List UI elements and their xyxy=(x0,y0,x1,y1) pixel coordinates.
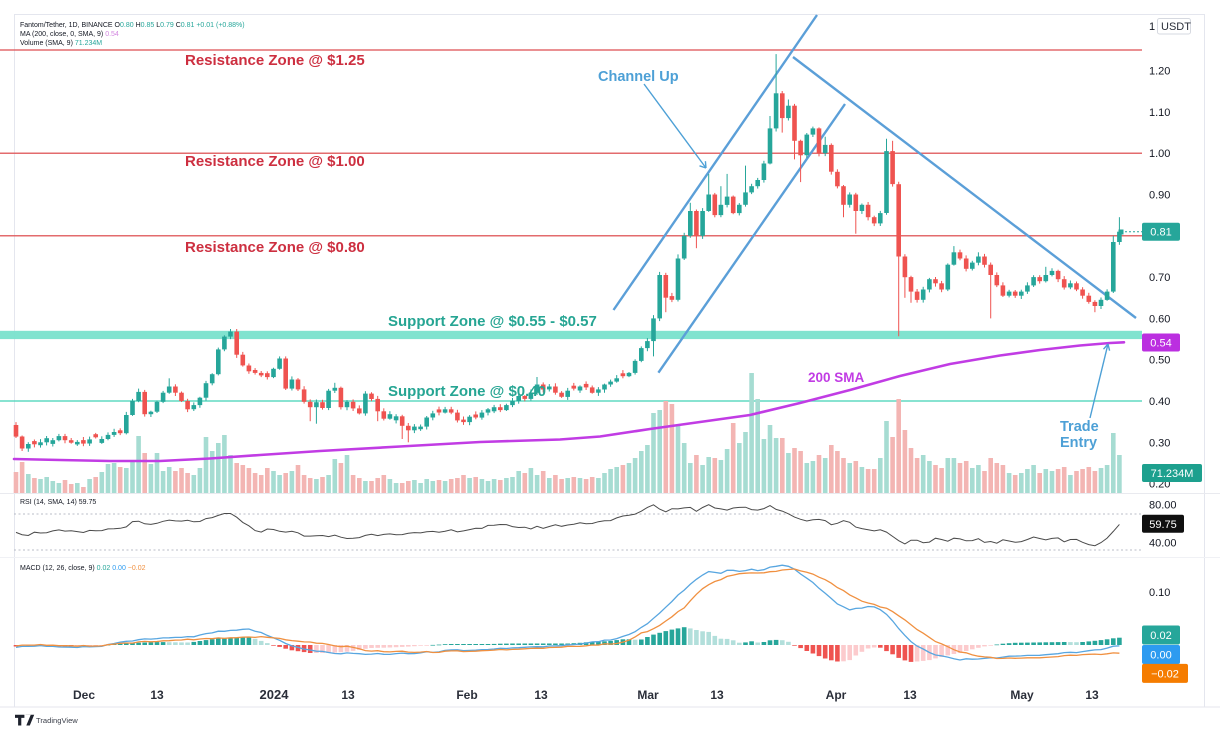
svg-text:Apr: Apr xyxy=(826,688,847,702)
svg-text:0.10: 0.10 xyxy=(1149,587,1170,599)
svg-text:0.70: 0.70 xyxy=(1149,272,1170,284)
svg-text:59.75: 59.75 xyxy=(1149,519,1177,531)
svg-text:1.00: 1.00 xyxy=(1149,148,1170,160)
svg-text:1: 1 xyxy=(1149,21,1155,33)
svg-text:RSI (14, SMA, 14) 59.75: RSI (14, SMA, 14) 59.75 xyxy=(20,499,96,506)
svg-text:0.50: 0.50 xyxy=(1149,355,1170,367)
svg-text:13: 13 xyxy=(903,688,917,702)
svg-text:13: 13 xyxy=(710,688,724,702)
svg-text:1.10: 1.10 xyxy=(1149,107,1170,119)
svg-text:Resistance Zone @ $1.25: Resistance Zone @ $1.25 xyxy=(185,52,365,69)
svg-text:0.00: 0.00 xyxy=(1150,650,1171,662)
svg-text:0.02: 0.02 xyxy=(1150,630,1171,642)
svg-text:Feb: Feb xyxy=(456,688,477,702)
svg-text:2024: 2024 xyxy=(260,687,290,702)
svg-text:Support Zone @ $0.55 - $0.57: Support Zone @ $0.55 - $0.57 xyxy=(388,313,597,330)
svg-text:0.30: 0.30 xyxy=(1149,437,1170,449)
svg-text:13: 13 xyxy=(1085,688,1099,702)
svg-text:USDT: USDT xyxy=(1161,21,1191,33)
svg-text:13: 13 xyxy=(534,688,548,702)
svg-text:Channel Up: Channel Up xyxy=(598,69,679,85)
svg-text:200 SMA: 200 SMA xyxy=(808,370,865,385)
svg-text:MACD (12, 26, close, 9) 0.02 0: MACD (12, 26, close, 9) 0.02 0.00 −0.02 xyxy=(20,565,146,572)
svg-text:80.00: 80.00 xyxy=(1149,500,1177,512)
svg-text:0.60: 0.60 xyxy=(1149,313,1170,325)
svg-text:Mar: Mar xyxy=(637,688,659,702)
svg-text:Trade: Trade xyxy=(1060,419,1099,435)
svg-text:71.234M: 71.234M xyxy=(1151,468,1194,480)
svg-text:MA (200, close, 0, SMA, 9) 0.5: MA (200, close, 0, SMA, 9) 0.54 xyxy=(20,31,119,38)
svg-text:Resistance Zone @ $1.00: Resistance Zone @ $1.00 xyxy=(185,153,365,170)
svg-text:0.90: 0.90 xyxy=(1149,190,1170,202)
svg-text:Entry: Entry xyxy=(1060,435,1097,451)
svg-text:13: 13 xyxy=(150,688,164,702)
svg-text:13: 13 xyxy=(341,688,355,702)
svg-text:Dec: Dec xyxy=(73,688,95,702)
svg-text:Support Zone @ $0.40: Support Zone @ $0.40 xyxy=(388,383,546,400)
svg-text:Resistance Zone @ $0.80: Resistance Zone @ $0.80 xyxy=(185,239,365,256)
svg-text:0.40: 0.40 xyxy=(1149,396,1170,408)
svg-text:0.81: 0.81 xyxy=(1150,227,1171,239)
svg-text:40.00: 40.00 xyxy=(1149,538,1177,550)
svg-text:0.54: 0.54 xyxy=(1150,338,1171,350)
svg-text:1.20: 1.20 xyxy=(1149,66,1170,78)
svg-text:TradingView: TradingView xyxy=(36,716,78,725)
svg-text:Volume (SMA, 9) 71.234M: Volume (SMA, 9) 71.234M xyxy=(20,40,102,47)
svg-text:−0.02: −0.02 xyxy=(1151,668,1179,680)
svg-text:May: May xyxy=(1010,688,1034,702)
svg-text:Fantom/Tether, 1D, BINANCE O0.: Fantom/Tether, 1D, BINANCE O0.80 H0.85 L… xyxy=(20,22,245,29)
